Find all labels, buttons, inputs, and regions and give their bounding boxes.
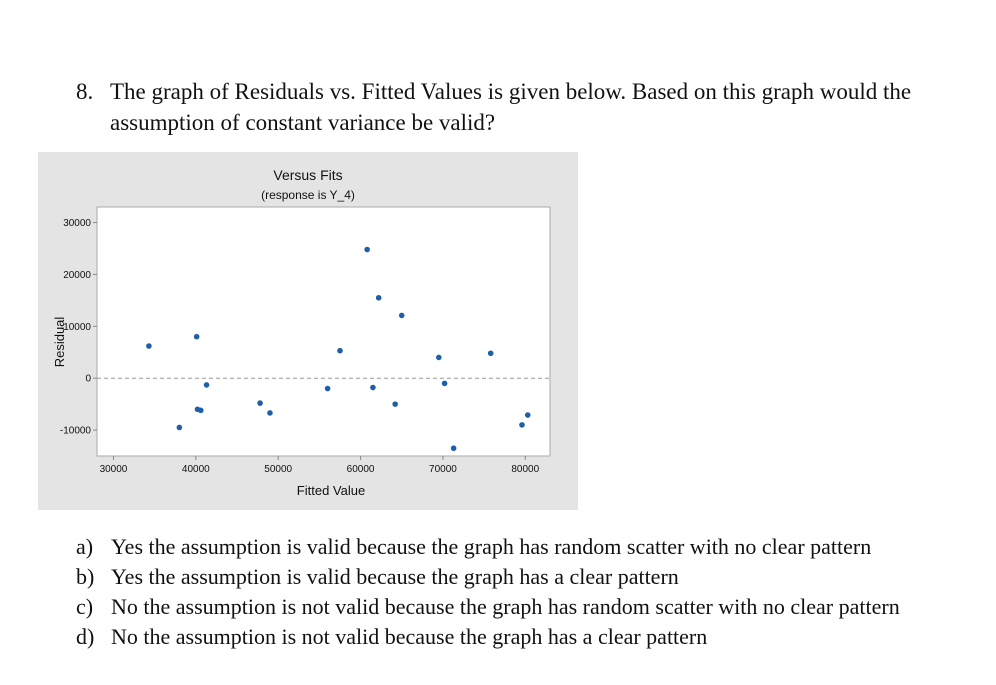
y-tick-label: 0 xyxy=(85,374,91,385)
data-point xyxy=(337,347,343,354)
answer-letter: c) xyxy=(76,594,94,619)
data-point xyxy=(519,422,525,428)
answer-letter: b) xyxy=(76,564,95,589)
y-tick-label: 20000 xyxy=(63,270,91,281)
answer-text: No the assumption is not valid because t… xyxy=(111,594,900,619)
answer-text: No the assumption is not valid because t… xyxy=(111,624,708,649)
data-point xyxy=(364,246,370,253)
answer-text: Yes the assumption is valid because the … xyxy=(111,534,872,559)
data-point xyxy=(398,312,405,319)
data-point xyxy=(176,424,183,431)
x-tick-label: 30000 xyxy=(100,464,128,475)
x-tick-label: 60000 xyxy=(347,464,375,475)
data-point xyxy=(436,354,442,361)
data-point xyxy=(524,412,531,418)
data-point xyxy=(441,380,448,387)
y-axis-label: Residual xyxy=(52,317,67,368)
answer-letter: a) xyxy=(76,534,94,559)
x-axis-ticks: 30000 40000 50000 60000 70000 80000 xyxy=(100,456,540,475)
plot-area xyxy=(96,206,551,457)
data-point xyxy=(450,445,457,452)
question-text: The graph of Residuals vs. Fitted Values… xyxy=(110,79,912,135)
chart-subtitle: (response is Y_4) xyxy=(261,188,355,202)
y-tick-label: -10000 xyxy=(60,426,92,437)
residuals-vs-fits-chart: Versus Fits (response is Y_4) 30000 20000… xyxy=(38,152,578,510)
x-tick-label: 40000 xyxy=(182,464,210,475)
data-point xyxy=(267,410,273,416)
y-axis-ticks: 30000 20000 10000 0 -10000 xyxy=(60,218,97,437)
data-point xyxy=(257,400,263,406)
chart-svg: Versus Fits (response is Y_4) 30000 20000… xyxy=(52,167,551,498)
data-point xyxy=(324,385,331,392)
data-point xyxy=(203,382,210,388)
chart-title: Versus Fits xyxy=(273,167,342,183)
data-point xyxy=(370,384,376,391)
y-tick-label: 10000 xyxy=(63,322,91,333)
data-point xyxy=(375,294,382,301)
data-point xyxy=(146,343,152,349)
data-point xyxy=(193,333,200,340)
x-tick-label: 80000 xyxy=(511,464,539,475)
answer-text: Yes the assumption is valid because the … xyxy=(111,564,679,589)
data-point xyxy=(197,407,204,414)
answer-letter: d) xyxy=(76,624,95,649)
x-axis-label: Fitted Value xyxy=(297,483,365,498)
x-tick-label: 50000 xyxy=(264,464,292,475)
data-point xyxy=(392,401,398,407)
question-number: 8. xyxy=(76,79,94,104)
data-point xyxy=(487,350,494,357)
data-points xyxy=(146,246,531,452)
y-tick-label: 30000 xyxy=(63,218,91,229)
x-tick-label: 70000 xyxy=(429,464,457,475)
